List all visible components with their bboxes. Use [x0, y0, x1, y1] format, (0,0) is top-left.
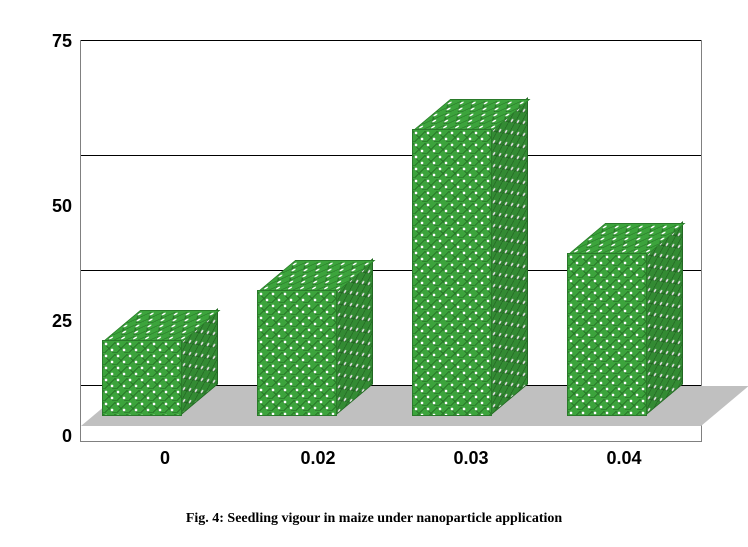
y-tick-label: 50: [32, 196, 72, 217]
bar-front: [567, 253, 647, 416]
chart-container: 0 25 50 75 0 0.02 0.03 0.04 Fig. 4: Seed…: [20, 20, 728, 527]
plot-area: [80, 40, 702, 442]
x-tick-label: 0: [135, 448, 195, 469]
y-tick-label: 25: [32, 311, 72, 332]
y-tick-label: 0: [32, 426, 72, 447]
bar: [81, 41, 701, 441]
x-tick-label: 0.02: [288, 448, 348, 469]
y-tick-label: 75: [32, 31, 72, 52]
x-tick-label: 0.03: [441, 448, 501, 469]
chart-caption: Fig. 4: Seedling vigour in maize under n…: [20, 511, 728, 527]
x-tick-label: 0.04: [594, 448, 654, 469]
